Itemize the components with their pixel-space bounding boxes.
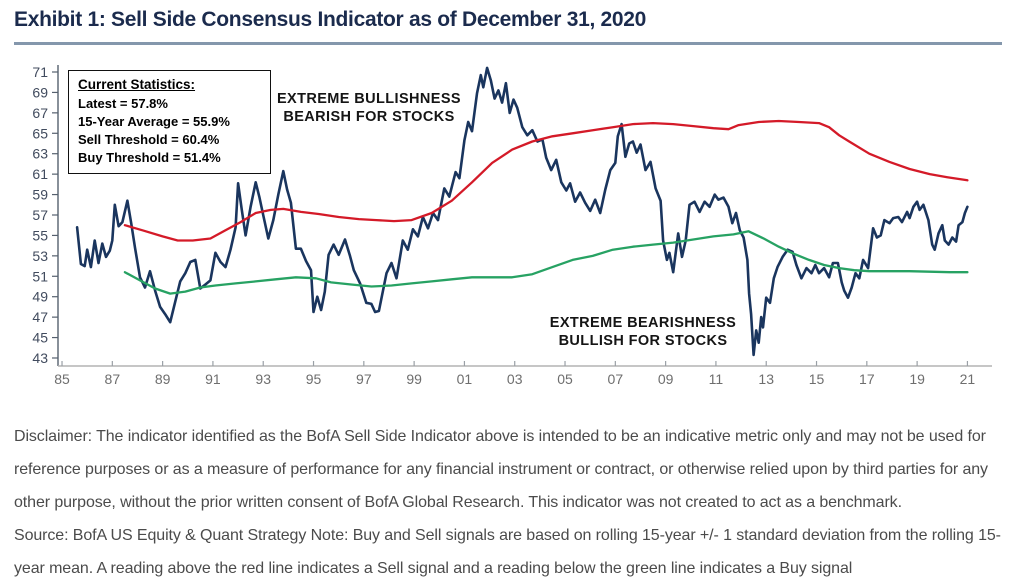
- y-tick-label: 43: [32, 350, 48, 366]
- x-tick-label: 05: [557, 371, 573, 387]
- y-tick-label: 63: [32, 146, 48, 162]
- y-tick-label: 51: [32, 268, 48, 284]
- y-tick-label: 57: [32, 207, 48, 223]
- x-tick-label: 93: [255, 371, 271, 387]
- y-tick-label: 69: [32, 84, 48, 100]
- x-tick-label: 17: [859, 371, 875, 387]
- x-tick-label: 97: [356, 371, 372, 387]
- title-underline: [14, 42, 1002, 45]
- x-tick-label: 19: [909, 371, 925, 387]
- y-tick-label: 61: [32, 166, 48, 182]
- x-tick-label: 95: [306, 371, 322, 387]
- x-tick-label: 87: [105, 371, 121, 387]
- x-tick-label: 07: [608, 371, 624, 387]
- x-tick-label: 99: [406, 371, 422, 387]
- current-statistics-box: Current Statistics: Latest = 57.8% 15-Ye…: [68, 70, 271, 174]
- stats-latest: Latest = 57.8%: [78, 96, 168, 111]
- y-tick-label: 53: [32, 248, 48, 264]
- annotation-bearish-line1: EXTREME BEARISHNESS: [549, 315, 737, 331]
- x-tick-label: 21: [960, 371, 976, 387]
- x-tick-label: 09: [658, 371, 674, 387]
- annotation-extreme-bullishness: EXTREME BULLISHNESS BEARISH FOR STOCKS: [256, 91, 482, 126]
- y-tick-label: 59: [32, 187, 48, 203]
- y-tick-label: 65: [32, 125, 48, 141]
- y-tick-label: 67: [32, 105, 48, 121]
- x-tick-label: 15: [809, 371, 825, 387]
- x-tick-label: 85: [54, 371, 70, 387]
- y-tick-label: 55: [32, 227, 48, 243]
- stats-sell-threshold: Sell Threshold = 60.4%: [78, 132, 220, 147]
- indicator-line: [75, 66, 969, 357]
- stats-buy-threshold: Buy Threshold = 51.4%: [78, 150, 221, 165]
- annotation-bullish-line1: EXTREME BULLISHNESS: [276, 91, 462, 107]
- buy_threshold-line: [123, 230, 969, 295]
- footer-text: Disclaimer: The indicator identified as …: [14, 420, 1006, 585]
- x-tick-label: 91: [205, 371, 221, 387]
- stats-15y-average: 15-Year Average = 55.9%: [78, 114, 230, 129]
- x-tick-label: 13: [758, 371, 774, 387]
- x-tick-label: 11: [709, 371, 724, 387]
- annotation-bullish-line2: BEARISH FOR STOCKS: [283, 108, 455, 125]
- x-tick-label: 01: [457, 371, 473, 387]
- x-tick-label: 89: [155, 371, 171, 387]
- disclaimer-text: Disclaimer: The indicator identified as …: [14, 428, 988, 511]
- y-tick-label: 71: [32, 64, 48, 80]
- sell-side-indicator-chart: 43 45 47 49 51 53 55 57 59 61 63 65 67 69 71 85 87 89 91 93…: [32, 64, 992, 387]
- y-tick-label: 49: [32, 289, 48, 305]
- annotation-extreme-bearishness: EXTREME BEARISHNESS BULLISH FOR STOCKS: [530, 315, 756, 350]
- annotation-bearish-line2: BULLISH FOR STOCKS: [558, 332, 728, 349]
- source-text: Source: BofA US Equity & Quant Strategy …: [14, 527, 1001, 577]
- y-tick-label: 45: [32, 330, 48, 346]
- x-tick-label: 03: [507, 371, 523, 387]
- y-tick-label: 47: [32, 309, 48, 325]
- stats-heading: Current Statistics:: [78, 77, 196, 92]
- sell_threshold-line: [123, 119, 969, 242]
- exhibit-title: Exhibit 1: Sell Side Consensus Indicator…: [14, 8, 647, 31]
